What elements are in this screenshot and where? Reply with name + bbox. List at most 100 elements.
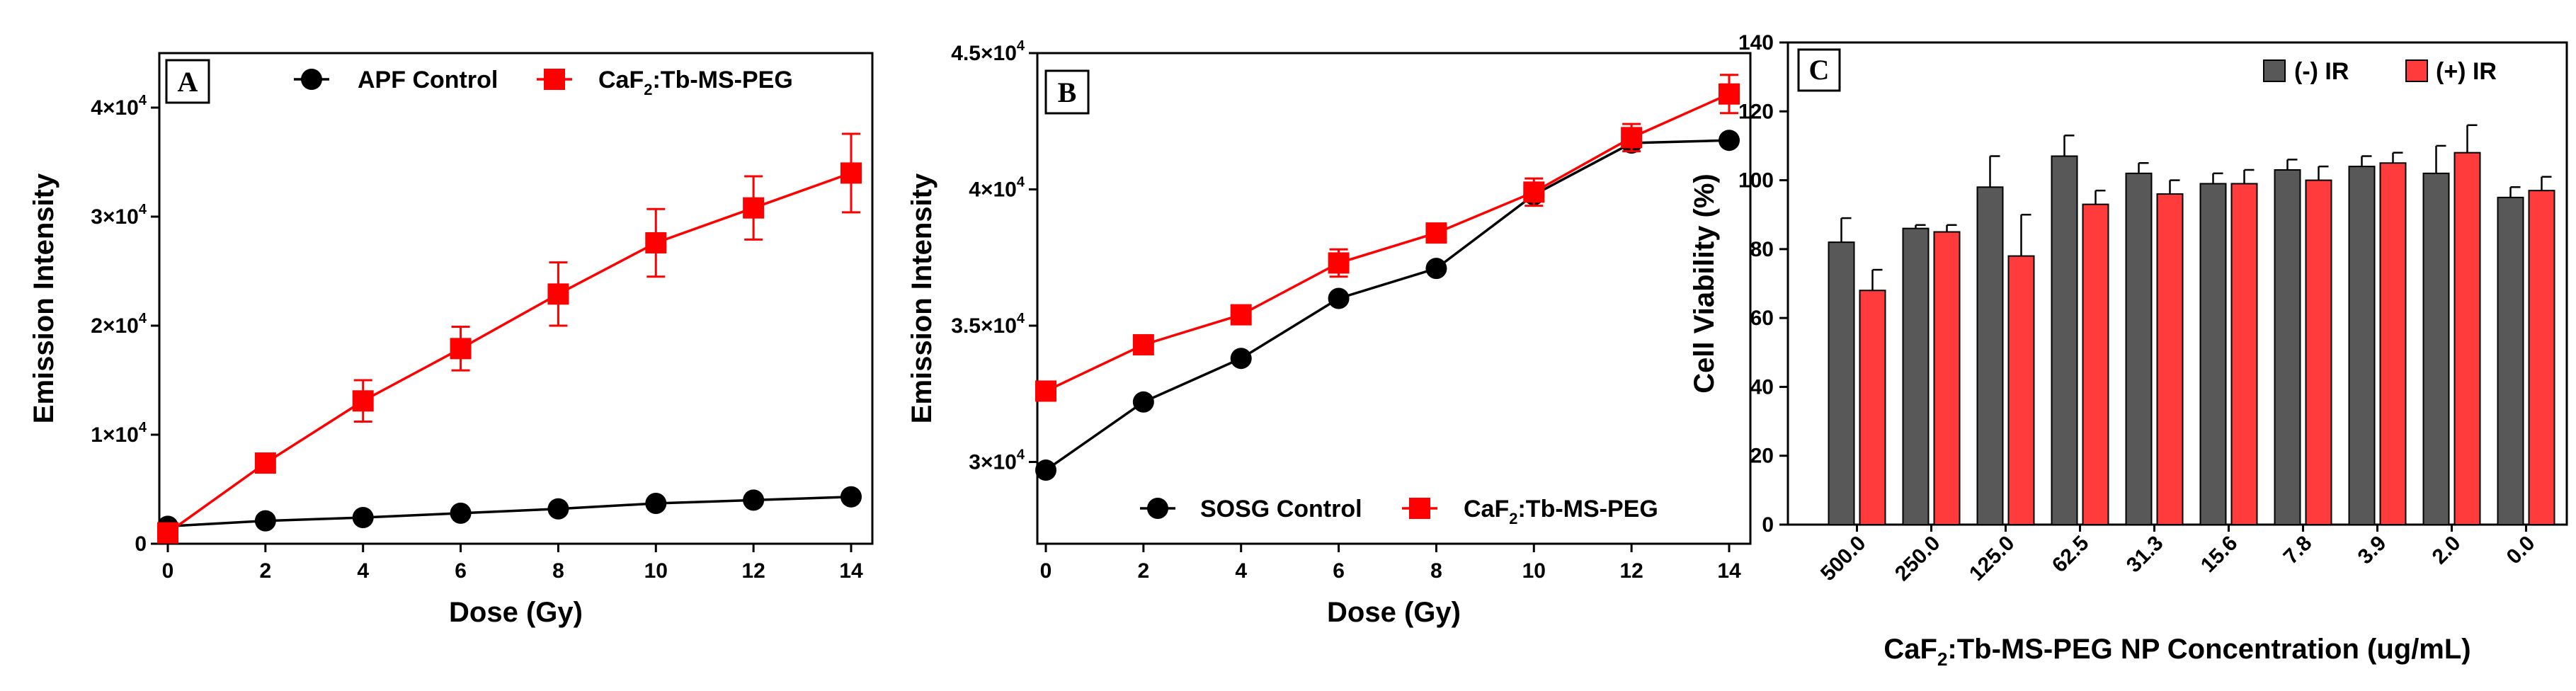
legend-label-main: CaF	[1464, 496, 1509, 522]
data-point	[1621, 127, 1643, 149]
data-point	[645, 493, 667, 515]
bar	[2528, 190, 2555, 525]
data-point	[840, 162, 862, 184]
panel-b: 0 2 4 6 8 10 12 143×1043.5×1044×1044.5×104Dose …	[906, 38, 1752, 628]
legend: SOSG Control CaF2:Tb-MS-PEG	[1140, 496, 1658, 527]
bar	[1933, 231, 1961, 525]
data-point	[840, 486, 862, 508]
y-tick-label: 100	[1738, 169, 1774, 193]
data-point	[1035, 380, 1056, 402]
data-point	[1425, 258, 1447, 280]
bar	[2274, 169, 2301, 525]
x-tick-label: 6	[455, 559, 467, 583]
data-point	[743, 489, 765, 511]
x-axis-title: Dose (Gy)	[449, 597, 583, 628]
data-point	[645, 232, 667, 253]
bar	[2379, 162, 2407, 525]
y-tick-label: 4×104	[969, 175, 1025, 202]
bar	[2051, 155, 2078, 525]
x-tick-label: 2.0	[2428, 532, 2466, 569]
bar	[2007, 255, 2035, 525]
legend-label: APF Control	[358, 67, 498, 93]
x-tick-label: 6	[1333, 559, 1345, 583]
data-point	[547, 498, 569, 520]
series-line	[166, 171, 852, 535]
data-point	[1719, 83, 1740, 105]
series-control	[157, 486, 862, 537]
data-point	[1719, 130, 1740, 152]
data-point	[547, 283, 569, 305]
series-control	[1035, 130, 1740, 481]
y-tick-label: 20	[1750, 445, 1774, 468]
data-point	[743, 197, 765, 219]
y-tick-base: 4×10	[91, 96, 139, 120]
y-tick-base: 3×10	[969, 451, 1017, 474]
x-axis-title-subscript: 2	[1937, 649, 1947, 670]
bar	[2156, 193, 2184, 525]
legend-label-main: CaF	[598, 67, 644, 93]
data-point	[1328, 287, 1350, 309]
x-tick-label: 14	[839, 559, 863, 583]
y-tick-label: 2×104	[91, 311, 147, 338]
panel-c: 0 20 40 60 80 100 120 140 500.0 250.0 125.0 62.5 31.…	[1689, 31, 2568, 670]
legend-label: (-) IR	[2294, 58, 2349, 85]
data-point	[352, 390, 374, 412]
legend-label: (+) IR	[2436, 58, 2497, 85]
x-tick-label: 4	[1235, 559, 1247, 583]
bar	[2199, 183, 2227, 525]
legend-marker	[301, 69, 322, 90]
x-tick-label: 0.0	[2502, 532, 2540, 569]
y-tick-base: 0	[135, 532, 147, 556]
x-tick-label: 10	[1522, 559, 1546, 583]
plot-frame	[158, 52, 874, 545]
y-tick-base: 2×10	[91, 314, 139, 338]
legend-swatch	[2263, 59, 2286, 82]
y-tick-exponent: 4	[1017, 447, 1025, 463]
panel-label: C	[1809, 54, 1830, 86]
bar	[2125, 172, 2153, 525]
legend-label-main: SOSG Control	[1200, 496, 1362, 522]
x-tick-label: 125.0	[1965, 532, 2019, 586]
legend-label: SOSG Control	[1200, 496, 1362, 522]
x-tick-label: 12	[1619, 559, 1643, 583]
legend-label-main: APF Control	[358, 67, 498, 93]
x-tick-label: 0	[162, 559, 174, 583]
x-tick-label: 14	[1717, 559, 1741, 583]
y-tick-exponent: 4	[139, 93, 147, 108]
x-tick-label: 8	[552, 559, 564, 583]
data-point	[254, 452, 276, 474]
y-axis-title: Emission Intensity	[906, 173, 937, 423]
x-tick-label: 15.6	[2196, 532, 2242, 578]
y-axis-title: Emission Intensity	[28, 173, 59, 423]
y-tick-label: 40	[1750, 375, 1774, 399]
bar	[2230, 183, 2258, 525]
x-tick-label: 4	[357, 559, 369, 583]
bar	[2454, 152, 2481, 525]
y-tick-label: 60	[1750, 307, 1774, 330]
y-tick-exponent: 4	[1017, 38, 1025, 54]
data-point	[1035, 459, 1056, 481]
y-tick-exponent: 4	[139, 420, 147, 435]
legend: (-) IR (+) IR	[2263, 58, 2497, 85]
x-tick-label: 10	[644, 559, 668, 583]
bar	[2305, 179, 2332, 525]
x-tick-label: 8	[1430, 559, 1442, 583]
x-tick-label: 500.0	[1816, 532, 1870, 586]
legend-marker	[544, 69, 565, 90]
bar	[2082, 203, 2109, 525]
data-point	[254, 510, 276, 532]
x-tick-label: 250.0	[1891, 532, 1944, 586]
y-tick-base: 4.5×10	[951, 42, 1017, 65]
legend-label: CaF2:Tb-MS-PEG	[1464, 496, 1658, 527]
bar	[2422, 172, 2450, 525]
data-point	[352, 507, 374, 529]
panel-label-box	[1797, 48, 1841, 92]
x-axis-title-main: CaF	[1883, 634, 1937, 665]
y-tick-label: 4×104	[91, 93, 147, 120]
y-tick-label: 3.5×104	[951, 311, 1025, 338]
bar	[2497, 196, 2524, 525]
y-tick-label: 3×104	[969, 447, 1025, 474]
panel-label: A	[178, 66, 198, 98]
